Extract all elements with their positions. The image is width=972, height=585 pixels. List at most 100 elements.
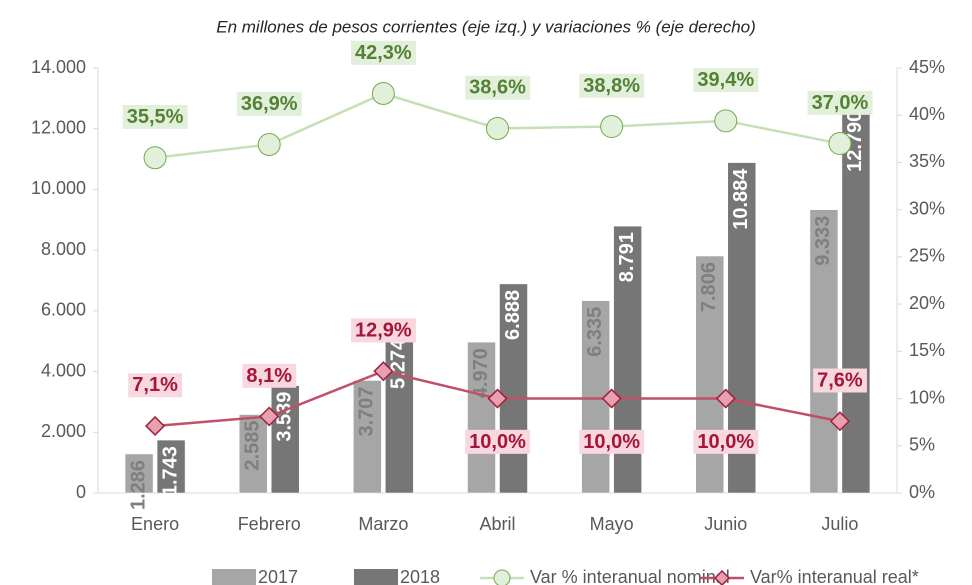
marker bbox=[259, 406, 280, 427]
data-label-bg bbox=[693, 429, 759, 454]
bar bbox=[124, 453, 154, 494]
x-tick-label: Febrero bbox=[238, 514, 301, 534]
bar bbox=[353, 380, 382, 494]
data-label: 42,3% bbox=[355, 42, 412, 64]
y-tick-label: 6.000 bbox=[41, 300, 86, 320]
data-label-bg bbox=[350, 318, 416, 343]
data-label: 10,0% bbox=[469, 431, 526, 453]
marker bbox=[829, 411, 850, 432]
marker bbox=[373, 361, 394, 382]
y-tick-label: 10.000 bbox=[31, 178, 86, 198]
data-label-bg bbox=[122, 105, 188, 130]
y-tick-label: 2.000 bbox=[41, 421, 86, 441]
data-label: 3.707 bbox=[356, 386, 378, 436]
bar bbox=[841, 104, 871, 494]
data-label: 2.585 bbox=[241, 421, 263, 471]
data-label-bg bbox=[813, 368, 867, 393]
x-tick-label: Enero bbox=[131, 514, 179, 534]
data-label-bg bbox=[128, 373, 183, 398]
y2-tick-label: 35% bbox=[909, 151, 945, 171]
legend-marker bbox=[493, 569, 511, 585]
data-label: 3.539 bbox=[273, 392, 295, 442]
data-label-bg bbox=[579, 429, 645, 454]
data-label: 38,6% bbox=[469, 77, 526, 99]
marker bbox=[487, 388, 508, 409]
data-label: 8,1% bbox=[246, 365, 292, 387]
marker bbox=[714, 109, 738, 133]
chart-title: En millones de pesos corrientes (eje izq… bbox=[216, 17, 756, 36]
marker bbox=[257, 133, 281, 156]
y-tick-label: 0 bbox=[76, 482, 86, 502]
y-tick-label: 14.000 bbox=[31, 57, 86, 77]
data-label-bg bbox=[693, 68, 759, 93]
data-label: 37,0% bbox=[812, 92, 869, 114]
x-tick-label: Julio bbox=[821, 514, 858, 534]
data-label: 4.970 bbox=[470, 348, 492, 398]
data-label-bg bbox=[465, 429, 531, 454]
bar bbox=[467, 341, 496, 494]
data-label: 10.884 bbox=[730, 168, 752, 230]
y-tick-label: 4.000 bbox=[41, 360, 86, 380]
legend-marker bbox=[713, 569, 731, 585]
y2-tick-label: 0% bbox=[909, 482, 935, 502]
bar bbox=[809, 209, 839, 494]
data-label-bg bbox=[807, 90, 873, 115]
marker bbox=[601, 388, 622, 409]
data-label: 12,9% bbox=[355, 319, 412, 341]
bar bbox=[385, 332, 414, 494]
y2-tick-label: 15% bbox=[909, 340, 945, 360]
bar bbox=[156, 439, 186, 494]
data-label: 1.286 bbox=[127, 460, 149, 510]
data-label: 12.790 bbox=[844, 111, 866, 172]
legend-swatch bbox=[354, 569, 398, 585]
data-label: 36,9% bbox=[241, 93, 298, 115]
legend-swatch bbox=[212, 569, 256, 585]
data-label-bg bbox=[465, 75, 531, 100]
marker bbox=[600, 115, 624, 139]
x-tick-label: Abril bbox=[479, 514, 515, 534]
y2-tick-label: 25% bbox=[909, 246, 945, 266]
marker bbox=[143, 146, 167, 170]
bar bbox=[270, 385, 300, 494]
legend-label: Var% interanual real* bbox=[750, 567, 919, 585]
data-label: 1.743 bbox=[159, 446, 181, 496]
data-label: 6.335 bbox=[584, 307, 606, 357]
x-tick-label: Junio bbox=[704, 514, 747, 534]
bar bbox=[499, 283, 528, 494]
data-label: 38,8% bbox=[583, 75, 640, 97]
data-label: 10,0% bbox=[583, 431, 640, 453]
data-label: 6.888 bbox=[502, 290, 524, 340]
y-tick-label: 8.000 bbox=[41, 239, 86, 259]
data-label: 39,4% bbox=[697, 69, 754, 91]
bar bbox=[238, 414, 268, 494]
data-label: 7.806 bbox=[698, 262, 720, 312]
marker bbox=[145, 415, 166, 437]
legend-label: 2017 bbox=[258, 567, 298, 585]
data-label-bg bbox=[242, 363, 297, 388]
data-label: 7,1% bbox=[132, 374, 178, 396]
y2-tick-label: 45% bbox=[909, 57, 945, 77]
y2-tick-label: 20% bbox=[909, 293, 945, 313]
y2-tick-label: 5% bbox=[909, 435, 935, 455]
legend-label: 2018 bbox=[400, 567, 440, 585]
data-label: 10,0% bbox=[697, 431, 754, 453]
data-label: 8.791 bbox=[616, 232, 638, 282]
data-label: 35,5% bbox=[127, 106, 184, 128]
legend-label: Var % interanual nominal bbox=[530, 567, 730, 585]
y2-tick-label: 30% bbox=[909, 198, 945, 218]
data-label-bg bbox=[350, 40, 416, 65]
y-tick-label: 12.000 bbox=[31, 117, 86, 137]
marker bbox=[828, 132, 852, 156]
marker bbox=[715, 388, 736, 409]
y2-tick-label: 40% bbox=[909, 104, 945, 124]
marker bbox=[486, 116, 509, 140]
data-label: 5.274 bbox=[388, 338, 410, 389]
x-tick-label: Marzo bbox=[358, 514, 408, 534]
data-label-bg bbox=[579, 73, 645, 98]
y2-tick-label: 10% bbox=[909, 387, 945, 407]
data-label: 9.333 bbox=[812, 216, 834, 266]
data-label-bg bbox=[236, 91, 302, 116]
x-tick-label: Mayo bbox=[590, 514, 634, 534]
data-label: 7,6% bbox=[817, 370, 863, 392]
